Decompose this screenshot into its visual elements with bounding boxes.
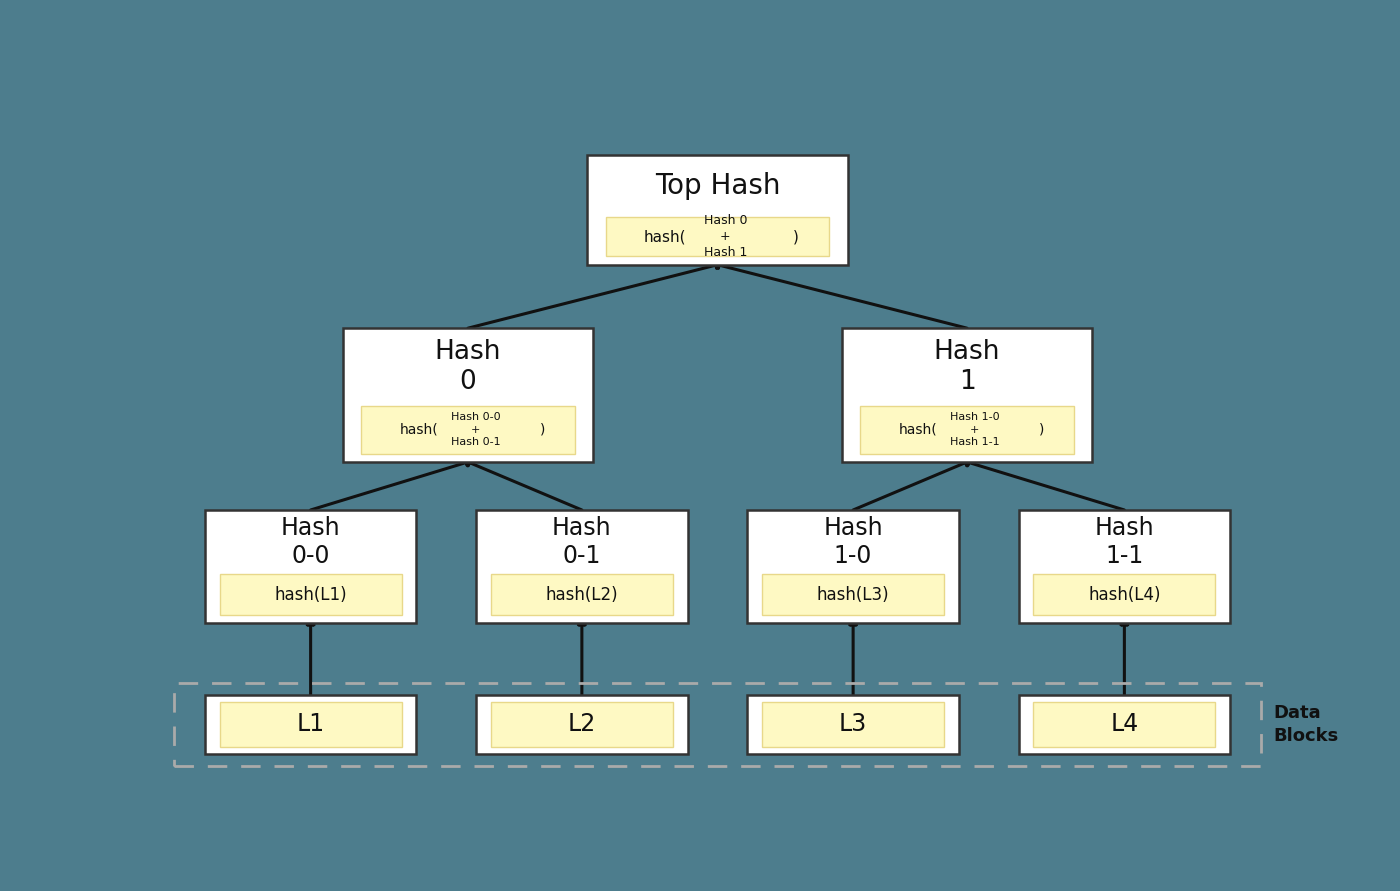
FancyBboxPatch shape xyxy=(361,405,575,454)
FancyBboxPatch shape xyxy=(762,702,944,747)
Text: Data
Blocks: Data Blocks xyxy=(1274,704,1338,745)
Text: Hash 1-0
+
Hash 1-1: Hash 1-0 + Hash 1-1 xyxy=(949,413,1000,447)
Text: ): ) xyxy=(1039,422,1044,437)
Text: Hash
1: Hash 1 xyxy=(934,339,1000,395)
FancyBboxPatch shape xyxy=(476,510,687,623)
FancyBboxPatch shape xyxy=(748,510,959,623)
FancyBboxPatch shape xyxy=(491,574,673,615)
Text: L4: L4 xyxy=(1110,713,1138,736)
Text: hash(L2): hash(L2) xyxy=(546,585,619,603)
Text: hash(: hash( xyxy=(399,422,438,437)
Text: Hash
0-1: Hash 0-1 xyxy=(552,516,612,568)
Text: Hash
0: Hash 0 xyxy=(435,339,501,395)
FancyBboxPatch shape xyxy=(476,695,687,754)
Text: ): ) xyxy=(540,422,546,437)
FancyBboxPatch shape xyxy=(1019,695,1231,754)
Text: hash(: hash( xyxy=(644,229,686,244)
Text: Hash
1-1: Hash 1-1 xyxy=(1095,516,1154,568)
Text: Hash 0
+
Hash 1: Hash 0 + Hash 1 xyxy=(704,214,748,259)
Text: hash(L3): hash(L3) xyxy=(816,585,889,603)
FancyBboxPatch shape xyxy=(606,217,829,257)
Text: Hash
0-0: Hash 0-0 xyxy=(281,516,340,568)
FancyBboxPatch shape xyxy=(220,702,402,747)
Text: Hash
1-0: Hash 1-0 xyxy=(823,516,883,568)
FancyBboxPatch shape xyxy=(204,510,416,623)
Text: L1: L1 xyxy=(297,713,325,736)
FancyBboxPatch shape xyxy=(220,574,402,615)
FancyBboxPatch shape xyxy=(1019,510,1231,623)
Text: hash(L4): hash(L4) xyxy=(1088,585,1161,603)
Text: L3: L3 xyxy=(839,713,867,736)
Text: Hash 0-0
+
Hash 0-1: Hash 0-0 + Hash 0-1 xyxy=(451,413,500,447)
Text: L2: L2 xyxy=(568,713,596,736)
FancyBboxPatch shape xyxy=(1033,702,1215,747)
FancyBboxPatch shape xyxy=(1033,574,1215,615)
Bar xyxy=(175,683,1260,766)
Text: hash(: hash( xyxy=(899,422,937,437)
FancyBboxPatch shape xyxy=(343,328,592,462)
FancyBboxPatch shape xyxy=(762,574,944,615)
FancyBboxPatch shape xyxy=(491,702,673,747)
FancyBboxPatch shape xyxy=(843,328,1092,462)
FancyBboxPatch shape xyxy=(860,405,1074,454)
FancyBboxPatch shape xyxy=(588,155,848,265)
Text: hash(L1): hash(L1) xyxy=(274,585,347,603)
Text: Top Hash: Top Hash xyxy=(655,172,780,200)
FancyBboxPatch shape xyxy=(748,695,959,754)
Text: ): ) xyxy=(792,229,798,244)
FancyBboxPatch shape xyxy=(204,695,416,754)
